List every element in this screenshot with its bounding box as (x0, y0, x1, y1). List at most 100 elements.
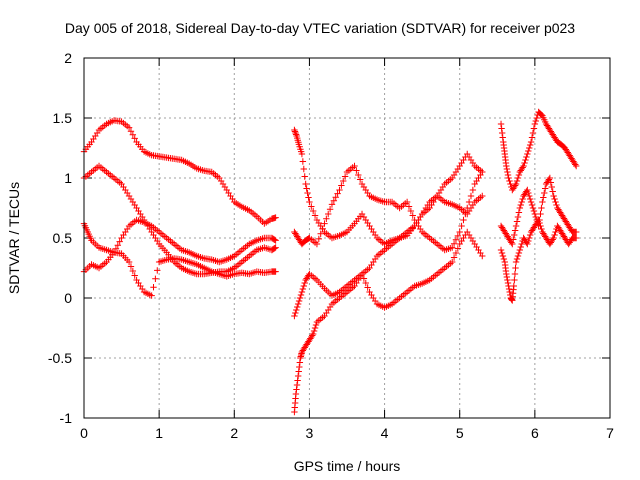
data-point (516, 246, 524, 254)
data-point (498, 249, 506, 257)
data-point (129, 267, 137, 275)
data-point (526, 192, 533, 200)
y-tick-label: -0.5 (48, 350, 72, 366)
data-point (499, 134, 506, 141)
data-point (409, 212, 416, 219)
y-tick-label: 1 (64, 170, 72, 186)
data-point (499, 252, 507, 260)
data-point (515, 209, 523, 216)
x-tick-label: 3 (306, 425, 314, 441)
data-point (537, 210, 544, 218)
data-point (309, 207, 317, 215)
data-point (512, 222, 520, 230)
data-point (547, 179, 555, 186)
data-point (449, 258, 456, 266)
data-point (305, 194, 312, 201)
data-point (294, 303, 301, 311)
data-point (550, 234, 557, 242)
data-point (294, 300, 302, 308)
data-point (521, 159, 528, 167)
data-point (522, 156, 529, 164)
data-point (304, 189, 311, 197)
data-point (539, 198, 546, 206)
data-point (452, 249, 460, 257)
data-point (509, 240, 516, 248)
data-point (110, 249, 118, 256)
data-point (272, 244, 279, 251)
data-point (301, 173, 308, 180)
data-point (533, 114, 540, 122)
data-point (511, 270, 519, 278)
data-point (551, 195, 558, 203)
data-point (116, 238, 123, 245)
data-point (341, 173, 349, 180)
data-point (300, 165, 307, 173)
data-point (497, 120, 505, 128)
data-point (503, 273, 511, 281)
data-point (550, 192, 557, 200)
data-point (532, 213, 539, 221)
data-point (515, 171, 523, 179)
data-point (293, 306, 300, 314)
data-point (310, 327, 318, 335)
data-point (299, 285, 307, 293)
data-point (292, 131, 300, 138)
data-point (515, 249, 523, 257)
data-point (326, 206, 334, 213)
data-point (498, 125, 505, 132)
data-point (546, 174, 554, 182)
axis-ticks: 0 1 2 3 4 5 6 7 -1 -0.5 0 0.5 1 1.5 2 (48, 50, 614, 441)
data-point (299, 158, 307, 165)
data-point (462, 210, 469, 218)
data-point (298, 150, 306, 158)
data-point (292, 390, 300, 398)
data-point (294, 377, 301, 384)
data-point (296, 359, 304, 366)
data-point (526, 195, 534, 203)
data-point (332, 194, 339, 201)
data-point (503, 162, 510, 170)
data-point (552, 198, 559, 206)
data-point (351, 162, 358, 170)
data-point (467, 192, 475, 200)
data-point (315, 235, 323, 243)
data-point (537, 222, 544, 230)
data-point (513, 177, 521, 185)
data-point (523, 153, 530, 161)
data-point (529, 204, 537, 212)
data-point (458, 222, 465, 230)
x-tick-label: 1 (155, 425, 163, 441)
data-point (506, 177, 513, 185)
y-tick-label: 2 (64, 50, 72, 66)
data-point (295, 368, 302, 375)
data-point (295, 297, 303, 305)
data-point (526, 234, 533, 242)
y-tick-label: 0 (64, 290, 72, 306)
y-axis-label: SDTVAR / TECUs (6, 181, 22, 295)
data-point (125, 258, 133, 266)
data-point (572, 161, 579, 168)
data-point (338, 182, 345, 189)
data-point (127, 128, 135, 135)
data-point (336, 186, 343, 194)
data-point (504, 171, 512, 179)
data-point (525, 189, 532, 197)
data-point (405, 203, 413, 210)
x-tick-label: 4 (381, 425, 389, 441)
data-point (454, 245, 462, 252)
data-point (291, 126, 298, 134)
data-point (532, 117, 539, 125)
data-point (305, 235, 312, 242)
data-point (364, 284, 371, 291)
data-point (292, 129, 299, 137)
data-point (131, 135, 138, 142)
data-point (311, 324, 319, 332)
data-point (525, 147, 532, 155)
data-point (526, 231, 534, 239)
data-point (507, 180, 514, 188)
data-point (511, 227, 519, 234)
data-point (526, 141, 534, 149)
data-point (527, 198, 535, 206)
data-point (319, 225, 326, 232)
